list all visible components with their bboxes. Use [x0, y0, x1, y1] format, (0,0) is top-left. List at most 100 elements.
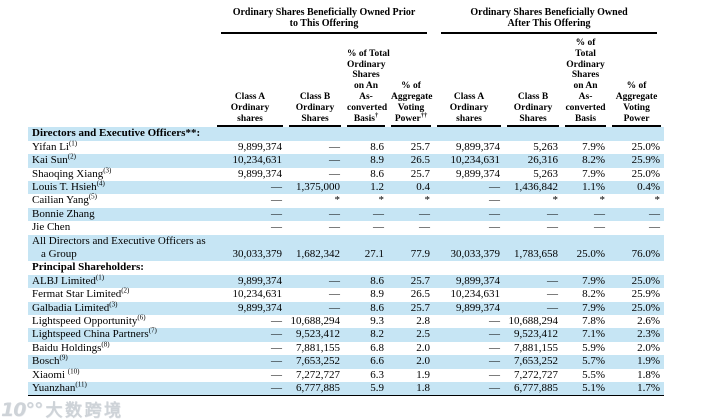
cell: 8.6 [344, 301, 388, 316]
cell: 2.3% [609, 328, 665, 342]
row-label: Principal Shareholders: [32, 261, 144, 274]
cell: 27.1 [344, 234, 388, 262]
group-header-after-text: Ordinary Shares Beneficially Owned After … [441, 7, 658, 34]
table-row: Yifan Li(1) 9,899,374 — 8.6 25.7 9,899,374 5,2… [28, 139, 664, 154]
cell: * [654, 194, 661, 207]
row-label: Yifan Li(1) [32, 139, 78, 153]
cell: — [434, 382, 505, 396]
cell: 6.3 [370, 368, 384, 381]
cell: * [552, 194, 559, 207]
cell: — [504, 301, 563, 316]
column-header-4: % of Aggregate Voting Power†† [388, 34, 434, 128]
cell [609, 261, 664, 274]
cell: 7,272,727 [514, 368, 559, 381]
cell: 26.5 [388, 154, 435, 168]
row-label: Fermat Star Limited(2) [32, 286, 130, 301]
cell: 7.9% [582, 140, 606, 153]
cell: — [419, 221, 431, 234]
cell: 8.6 [370, 167, 384, 180]
cell: — [214, 181, 286, 195]
cell: 9,899,374 [238, 167, 282, 180]
cell: 8.6 [370, 140, 384, 153]
beneficial-ownership-table: Ordinary Shares Beneficially Owned Prior… [28, 7, 665, 397]
cell: 2.8 [416, 315, 431, 328]
cell: 25.7 [388, 301, 435, 316]
cell: 2.5 [388, 328, 435, 342]
cell: — [329, 221, 340, 234]
cell: 7.9% [582, 167, 606, 180]
cell: 26,316 [504, 154, 563, 168]
section-row: Directors and Executive Officers**: [28, 127, 665, 141]
cell: 10,234,631 [214, 154, 286, 168]
cell: — [271, 341, 282, 354]
cell: 5,263 [533, 167, 559, 180]
table-row: Baidu Holdings(8) — 7,881,155 6.8 2.0 — 7,881,… [28, 340, 664, 355]
cell: 1.7% [609, 382, 665, 396]
watermark-logo-icon: 10°° [1, 399, 43, 420]
cell: 25.7 [410, 140, 431, 153]
cell: 77.9 [388, 234, 435, 262]
cell: 5.9% [582, 341, 606, 354]
row-label: Jie Chen [32, 221, 71, 234]
cell: — [214, 207, 286, 222]
cell: 25.9% [631, 288, 661, 301]
cell: — [214, 328, 286, 342]
cell [388, 261, 434, 274]
cell [214, 127, 286, 141]
cell: 1.8% [637, 368, 661, 381]
cell: 8.9 [344, 154, 388, 168]
table-row: All Directors and Executive Officers as a… [28, 234, 665, 262]
cell: 25.7 [388, 274, 435, 289]
cell: * [378, 194, 385, 207]
cell: — [504, 274, 563, 289]
cell: 6.8 [370, 341, 384, 354]
cell: 7,653,252 [504, 355, 563, 369]
cell: 1.9% [609, 355, 665, 369]
table-row: Kai Sun(2) 10,234,631—8.9 26.5 10,234,631 26… [28, 153, 665, 168]
cell: 1,682,342 [286, 234, 344, 262]
cell: 5.1% [562, 382, 610, 396]
cell: 5,263 [533, 140, 559, 153]
cell: 9,899,374 [456, 140, 501, 153]
cell: — [609, 207, 665, 222]
row-label: Galbadia Limited(3) [28, 300, 214, 316]
table-row: Xiaomi (10) — 7,272,727 6.3 1.9 — 7,272,727 5.5… [28, 367, 664, 382]
table-row: Lightspeed Opportunity(6) — 10,688,294 9.3 2… [28, 314, 664, 328]
cell: 25.0% [631, 167, 661, 180]
column-header-row: Class A Ordinary shares Class B Ordinary Shar… [28, 34, 664, 128]
row-label: Xiaomi (10) [32, 367, 80, 381]
row-label: Lightspeed China Partners(7) [28, 327, 214, 342]
row-label: Yuanzhan(11) [28, 381, 214, 396]
cell: 26.5 [410, 288, 431, 301]
column-header-6: Class B Ordinary Shares [504, 34, 562, 128]
cell: 10,234,631 [434, 154, 505, 168]
cell: 2.0 [388, 355, 435, 369]
cell: — [489, 368, 501, 381]
table-row: Cailian Yang(5) — * * * — * * * [28, 193, 664, 207]
cell: 9.3 [370, 315, 384, 328]
row-label: All Directors and Executive Officers as a… [28, 234, 214, 262]
cell: — [489, 341, 501, 354]
cell: 6,777,885 [504, 382, 563, 396]
column-header-3: % of Total Ordinary Shares on An As-converte… [344, 34, 390, 128]
cell: 6,777,885 [286, 382, 344, 396]
cell: 7.9% [562, 274, 610, 289]
row-label: Baidu Holdings(8) [32, 340, 110, 354]
cell: — [286, 274, 344, 289]
row-label: ALBJ Limited(1) [28, 274, 214, 289]
cell: 25.0% [562, 234, 610, 262]
cell: 10,234,631 [232, 288, 283, 301]
cell: 7,272,727 [296, 368, 340, 381]
cell: 25.0% [609, 301, 665, 316]
cell: — [329, 167, 340, 180]
table-row: Yuanzhan(11) —6,777,885 5.9 1.8—6,777,885 5.… [28, 381, 665, 396]
cell: — [286, 154, 344, 168]
table-row: Louis T. Hsieh(4) —1,375,000 1.2 0.4—1,436,… [28, 180, 665, 195]
cell [504, 127, 563, 141]
cell: 1,436,842 [504, 181, 563, 195]
cell: * [334, 194, 341, 207]
cell: 9,523,412 [504, 328, 563, 342]
cell: 8.9 [370, 288, 384, 301]
cell [434, 127, 505, 141]
